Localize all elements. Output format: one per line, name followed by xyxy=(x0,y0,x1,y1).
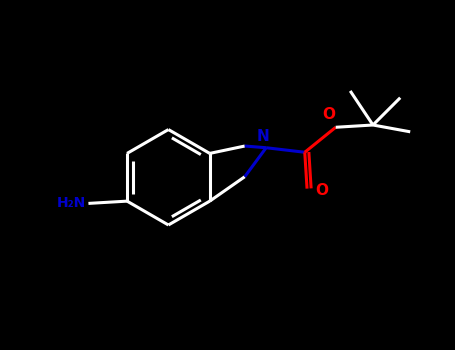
Text: N: N xyxy=(256,129,269,144)
Text: O: O xyxy=(315,183,328,198)
Text: O: O xyxy=(322,107,335,122)
Text: H₂N: H₂N xyxy=(57,196,86,210)
